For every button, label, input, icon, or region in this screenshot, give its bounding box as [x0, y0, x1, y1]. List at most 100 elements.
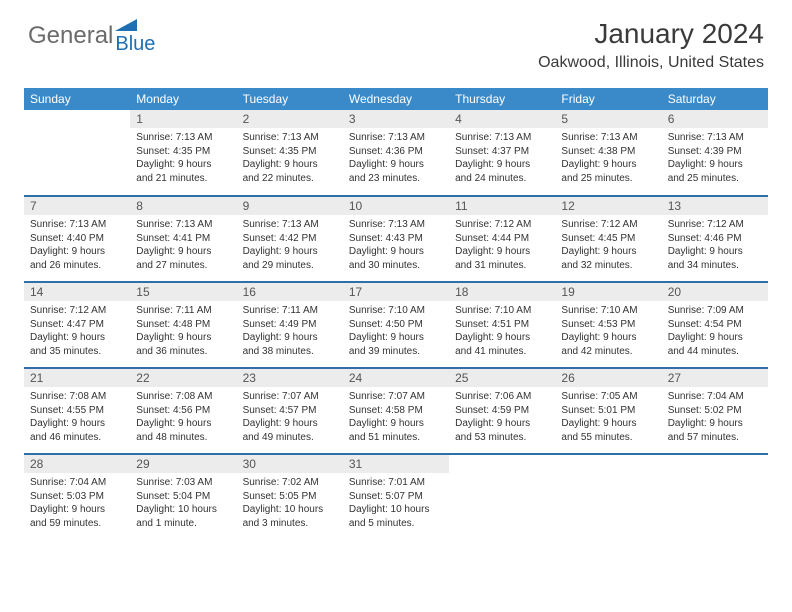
calendar-week-row: 1Sunrise: 7:13 AMSunset: 4:35 PMDaylight…	[24, 110, 768, 196]
day-detail-line: Sunset: 5:04 PM	[136, 490, 230, 504]
day-detail-line: Daylight: 9 hours	[243, 245, 337, 259]
calendar-day-cell: 10Sunrise: 7:13 AMSunset: 4:43 PMDayligh…	[343, 196, 449, 282]
day-detail-line: Sunrise: 7:03 AM	[136, 476, 230, 490]
day-header: Monday	[130, 88, 236, 110]
day-detail-line: Sunrise: 7:13 AM	[136, 218, 230, 232]
day-detail-line: Sunset: 5:05 PM	[243, 490, 337, 504]
day-detail-line: Sunrise: 7:11 AM	[243, 304, 337, 318]
day-detail-line: and 32 minutes.	[561, 259, 655, 273]
day-detail-line: Sunset: 4:41 PM	[136, 232, 230, 246]
day-detail-line: Sunset: 4:44 PM	[455, 232, 549, 246]
day-number	[449, 455, 555, 459]
day-number: 9	[237, 197, 343, 215]
calendar-week-row: 7Sunrise: 7:13 AMSunset: 4:40 PMDaylight…	[24, 196, 768, 282]
day-details: Sunrise: 7:03 AMSunset: 5:04 PMDaylight:…	[130, 473, 236, 536]
day-number: 19	[555, 283, 661, 301]
day-details: Sunrise: 7:13 AMSunset: 4:37 PMDaylight:…	[449, 128, 555, 191]
day-details: Sunrise: 7:12 AMSunset: 4:44 PMDaylight:…	[449, 215, 555, 278]
day-detail-line: Sunrise: 7:08 AM	[30, 390, 124, 404]
day-detail-line: Sunset: 4:47 PM	[30, 318, 124, 332]
day-detail-line: and 49 minutes.	[243, 431, 337, 445]
day-detail-line: and 48 minutes.	[136, 431, 230, 445]
day-details: Sunrise: 7:02 AMSunset: 5:05 PMDaylight:…	[237, 473, 343, 536]
day-detail-line: and 26 minutes.	[30, 259, 124, 273]
day-number: 16	[237, 283, 343, 301]
logo-text-left: General	[28, 24, 113, 48]
day-details: Sunrise: 7:13 AMSunset: 4:43 PMDaylight:…	[343, 215, 449, 278]
day-details: Sunrise: 7:05 AMSunset: 5:01 PMDaylight:…	[555, 387, 661, 450]
day-details: Sunrise: 7:04 AMSunset: 5:02 PMDaylight:…	[662, 387, 768, 450]
day-details: Sunrise: 7:07 AMSunset: 4:57 PMDaylight:…	[237, 387, 343, 450]
day-detail-line: Sunrise: 7:07 AM	[243, 390, 337, 404]
calendar-day-cell: 4Sunrise: 7:13 AMSunset: 4:37 PMDaylight…	[449, 110, 555, 196]
day-detail-line: Sunrise: 7:13 AM	[30, 218, 124, 232]
day-detail-line: Daylight: 9 hours	[455, 331, 549, 345]
day-detail-line: Sunset: 4:35 PM	[136, 145, 230, 159]
day-number: 25	[449, 369, 555, 387]
day-detail-line: Sunrise: 7:09 AM	[668, 304, 762, 318]
day-detail-line: Daylight: 9 hours	[455, 245, 549, 259]
day-header: Tuesday	[237, 88, 343, 110]
day-detail-line: Daylight: 9 hours	[30, 503, 124, 517]
day-detail-line: Sunset: 4:39 PM	[668, 145, 762, 159]
day-number	[24, 110, 130, 114]
day-detail-line: and 53 minutes.	[455, 431, 549, 445]
day-number: 24	[343, 369, 449, 387]
day-detail-line: Sunrise: 7:13 AM	[561, 131, 655, 145]
day-detail-line: and 39 minutes.	[349, 345, 443, 359]
day-number: 12	[555, 197, 661, 215]
day-detail-line: and 38 minutes.	[243, 345, 337, 359]
day-detail-line: Sunset: 4:48 PM	[136, 318, 230, 332]
day-detail-line: Sunrise: 7:05 AM	[561, 390, 655, 404]
day-number: 10	[343, 197, 449, 215]
calendar-day-cell: 22Sunrise: 7:08 AMSunset: 4:56 PMDayligh…	[130, 368, 236, 454]
calendar-day-cell: 29Sunrise: 7:03 AMSunset: 5:04 PMDayligh…	[130, 454, 236, 540]
day-number: 28	[24, 455, 130, 473]
day-number: 1	[130, 110, 236, 128]
day-detail-line: Sunrise: 7:08 AM	[136, 390, 230, 404]
calendar-day-cell: 23Sunrise: 7:07 AMSunset: 4:57 PMDayligh…	[237, 368, 343, 454]
day-detail-line: and 36 minutes.	[136, 345, 230, 359]
day-detail-line: Sunrise: 7:01 AM	[349, 476, 443, 490]
day-detail-line: and 55 minutes.	[561, 431, 655, 445]
day-detail-line: Daylight: 9 hours	[668, 417, 762, 431]
day-detail-line: Daylight: 10 hours	[243, 503, 337, 517]
day-number: 7	[24, 197, 130, 215]
day-detail-line: Daylight: 9 hours	[243, 158, 337, 172]
day-detail-line: Sunset: 4:36 PM	[349, 145, 443, 159]
calendar-day-cell: 2Sunrise: 7:13 AMSunset: 4:35 PMDaylight…	[237, 110, 343, 196]
calendar-day-cell: 19Sunrise: 7:10 AMSunset: 4:53 PMDayligh…	[555, 282, 661, 368]
day-detail-line: and 57 minutes.	[668, 431, 762, 445]
day-detail-line: Sunset: 4:49 PM	[243, 318, 337, 332]
day-details: Sunrise: 7:12 AMSunset: 4:45 PMDaylight:…	[555, 215, 661, 278]
calendar-day-cell	[24, 110, 130, 196]
day-detail-line: Daylight: 9 hours	[136, 417, 230, 431]
calendar-day-cell: 5Sunrise: 7:13 AMSunset: 4:38 PMDaylight…	[555, 110, 661, 196]
day-detail-line: Sunset: 4:43 PM	[349, 232, 443, 246]
day-detail-line: Daylight: 9 hours	[455, 158, 549, 172]
day-detail-line: and 41 minutes.	[455, 345, 549, 359]
day-detail-line: Daylight: 9 hours	[561, 158, 655, 172]
day-details: Sunrise: 7:06 AMSunset: 4:59 PMDaylight:…	[449, 387, 555, 450]
day-detail-line: Daylight: 9 hours	[668, 245, 762, 259]
day-number: 21	[24, 369, 130, 387]
day-details: Sunrise: 7:01 AMSunset: 5:07 PMDaylight:…	[343, 473, 449, 536]
day-detail-line: and 46 minutes.	[30, 431, 124, 445]
day-header: Friday	[555, 88, 661, 110]
day-details: Sunrise: 7:13 AMSunset: 4:35 PMDaylight:…	[130, 128, 236, 191]
day-header: Sunday	[24, 88, 130, 110]
day-number: 22	[130, 369, 236, 387]
day-number: 4	[449, 110, 555, 128]
day-detail-line: and 59 minutes.	[30, 517, 124, 531]
day-detail-line: Sunset: 4:40 PM	[30, 232, 124, 246]
day-detail-line: Sunrise: 7:12 AM	[668, 218, 762, 232]
day-detail-line: and 5 minutes.	[349, 517, 443, 531]
calendar-day-cell: 28Sunrise: 7:04 AMSunset: 5:03 PMDayligh…	[24, 454, 130, 540]
calendar-day-cell: 31Sunrise: 7:01 AMSunset: 5:07 PMDayligh…	[343, 454, 449, 540]
day-details: Sunrise: 7:08 AMSunset: 4:56 PMDaylight:…	[130, 387, 236, 450]
calendar-table: Sunday Monday Tuesday Wednesday Thursday…	[24, 88, 768, 540]
day-details: Sunrise: 7:13 AMSunset: 4:36 PMDaylight:…	[343, 128, 449, 191]
day-detail-line: Sunrise: 7:12 AM	[455, 218, 549, 232]
calendar-day-cell: 3Sunrise: 7:13 AMSunset: 4:36 PMDaylight…	[343, 110, 449, 196]
day-detail-line: Sunrise: 7:13 AM	[136, 131, 230, 145]
